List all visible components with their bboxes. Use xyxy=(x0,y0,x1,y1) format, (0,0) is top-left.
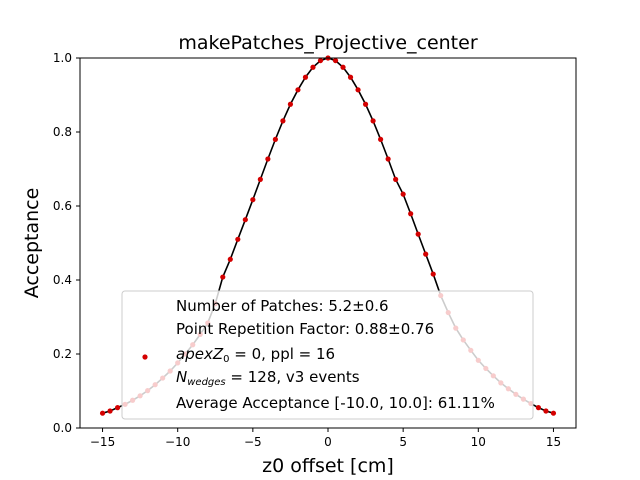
legend-line-repetition: Point Repetition Factor: 0.88±0.76 xyxy=(176,320,434,338)
legend-wedge-subscript: wedges xyxy=(187,377,225,388)
y-tick-label: 0.4 xyxy=(53,273,72,287)
legend-wedge-rest: = 128, v3 events xyxy=(226,368,360,386)
data-point xyxy=(287,101,294,107)
legend-apex-subscript: 0 xyxy=(223,354,229,365)
data-point xyxy=(423,251,429,257)
legend: Number of Patches: 5.2±0.6 Point Repetit… xyxy=(121,290,534,420)
data-point xyxy=(400,191,406,197)
x-tick-label: −5 xyxy=(244,435,262,449)
y-tick-label: 0.2 xyxy=(53,347,72,361)
data-point xyxy=(362,101,369,107)
data-point xyxy=(370,118,376,124)
x-tick-label: 15 xyxy=(546,435,561,449)
x-tick-label: −15 xyxy=(90,435,115,449)
data-point xyxy=(235,236,241,242)
data-point xyxy=(302,74,309,80)
data-point xyxy=(265,156,271,162)
legend-line-average: Average Acceptance [-10.0, 10.0]: 61.11% xyxy=(176,394,495,412)
data-point xyxy=(250,197,256,203)
legend-apex-rest: = 0, ppl = 16 xyxy=(229,345,335,363)
chart-title: makePatches_Projective_center xyxy=(178,32,477,54)
data-point xyxy=(393,176,399,182)
legend-line-patches: Number of Patches: 5.2±0.6 xyxy=(176,297,389,315)
data-point xyxy=(543,408,549,414)
data-point xyxy=(415,231,421,237)
legend-apex-symbol-z: Z xyxy=(212,345,224,363)
x-axis-label: z0 offset [cm] xyxy=(262,455,394,477)
legend-frame xyxy=(121,290,534,420)
data-point xyxy=(220,274,226,280)
y-tick-label: 0.0 xyxy=(53,421,72,435)
data-point xyxy=(99,410,106,416)
data-point xyxy=(242,217,248,223)
x-tick-label: 0 xyxy=(324,435,332,449)
legend-line-apex: apexZ0 = 0, ppl = 16 xyxy=(176,345,335,365)
data-point xyxy=(227,256,233,262)
legend-apex-symbol: apex xyxy=(176,345,213,363)
x-tick-label: 5 xyxy=(399,435,407,449)
y-axis-label: Acceptance xyxy=(21,188,43,299)
legend-line-wedges: Nwedges = 128, v3 events xyxy=(176,368,360,388)
data-point xyxy=(535,405,542,411)
y-tick-label: 0.6 xyxy=(53,199,72,213)
data-point xyxy=(340,64,346,70)
data-point xyxy=(114,405,121,411)
data-point xyxy=(347,74,354,80)
data-point xyxy=(355,87,361,93)
data-point xyxy=(272,136,278,142)
y-tick-label: 1.0 xyxy=(53,51,72,65)
data-point xyxy=(295,87,301,93)
legend-wedge-symbol: N xyxy=(176,368,187,386)
data-point xyxy=(107,408,113,414)
legend-marker xyxy=(142,354,148,360)
data-point xyxy=(385,156,391,162)
x-tick-label: −10 xyxy=(165,435,190,449)
x-tick-label: 10 xyxy=(471,435,486,449)
data-point xyxy=(332,57,339,64)
data-point xyxy=(408,211,414,217)
data-point xyxy=(378,136,384,142)
data-point xyxy=(317,57,324,64)
data-point xyxy=(310,64,316,70)
y-tick-label: 0.8 xyxy=(53,125,72,139)
data-point xyxy=(550,410,557,416)
data-point xyxy=(280,118,286,124)
data-point xyxy=(257,176,263,182)
data-point xyxy=(430,271,436,277)
